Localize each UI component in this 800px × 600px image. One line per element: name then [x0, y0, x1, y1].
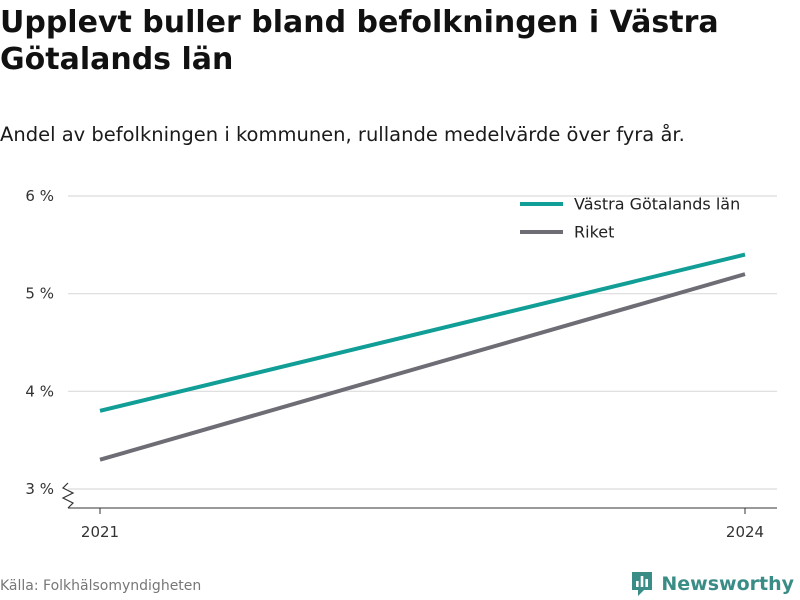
x-tick-label: 2021: [81, 523, 119, 541]
bar-chart-logo-icon: [630, 570, 654, 598]
chart-subtitle: Andel av befolkningen i kommunen, rullan…: [0, 123, 685, 146]
y-tick-label: 3 %: [25, 480, 54, 498]
legend-label: Västra Götalands län: [574, 195, 740, 214]
brand-name: Newsworthy: [661, 573, 794, 595]
y-tick-label: 5 %: [25, 285, 54, 303]
line-chart: 3 % 4 % 5 % 6 % 2021 2024 Västra Götalands län…: [25, 187, 777, 541]
legend-label: Riket: [574, 223, 614, 242]
y-tick-label: 4 %: [25, 382, 54, 400]
chart-title: Upplevt buller bland befolkningen i Väst…: [0, 5, 719, 77]
series-line: [99, 272, 746, 462]
y-axis-break-marker: [61, 482, 75, 509]
series-line: [99, 252, 746, 413]
y-tick-label: 6 %: [25, 187, 54, 205]
brand-logo: Newsworthy: [630, 570, 794, 598]
source-note: Källa: Folkhälsomyndigheten: [0, 578, 202, 594]
x-tick-label: 2024: [726, 523, 764, 541]
